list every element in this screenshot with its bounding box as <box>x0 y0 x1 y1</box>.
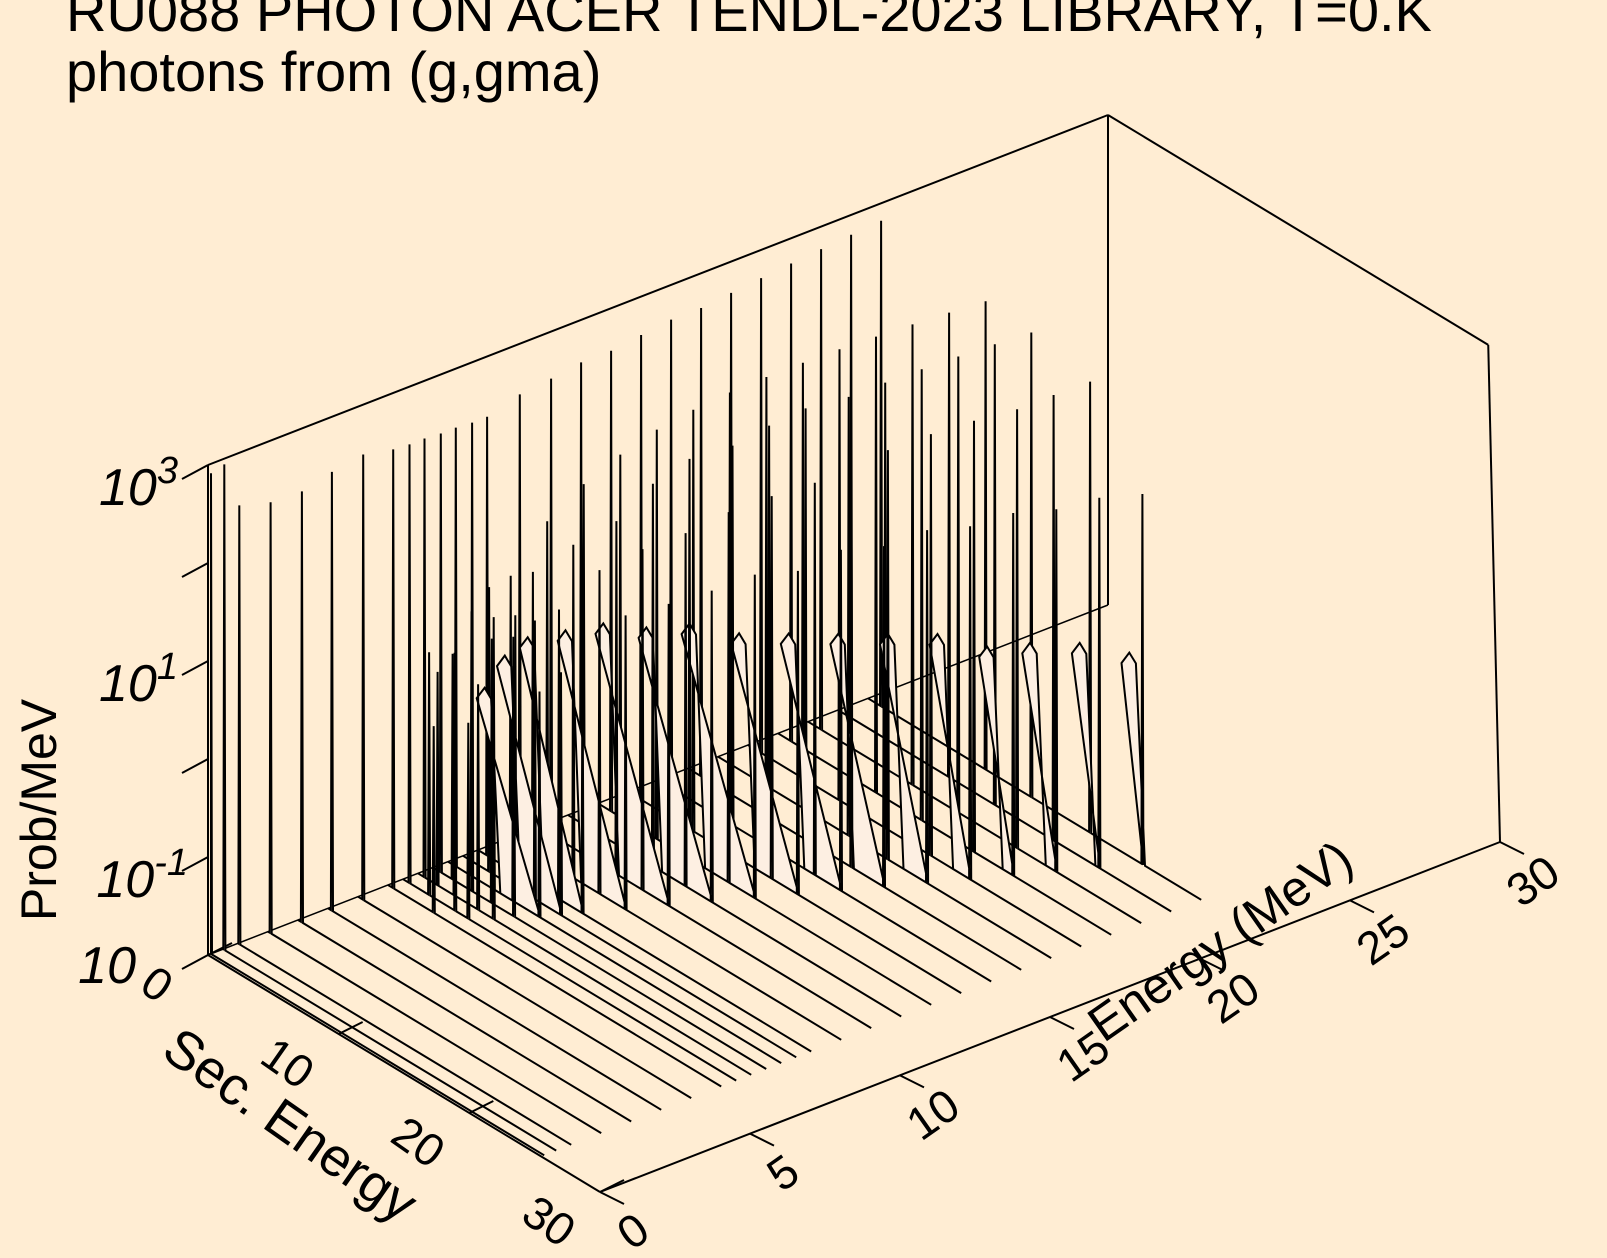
z-tick-label: 103 <box>99 450 178 517</box>
energy-tick <box>1199 957 1225 972</box>
curve-energy-slice <box>237 505 572 1146</box>
chart-title-line-2: photons from (g,gma) <box>66 40 602 103</box>
curve-fill <box>838 234 1172 912</box>
sec-energy-axis-line <box>207 954 601 1193</box>
curve-energy-slice <box>327 471 662 1111</box>
z-tick <box>181 660 209 676</box>
curve-energy-slice <box>267 502 602 1134</box>
curve-fill <box>448 427 782 1064</box>
curve-line <box>747 278 1082 948</box>
curve-line <box>327 471 662 1111</box>
curve-line <box>222 464 557 1152</box>
curve-energy-slice <box>417 438 752 1076</box>
curve-energy-slice <box>747 278 1082 948</box>
curve-energy-slice <box>222 464 557 1152</box>
curve-energy-slice <box>402 444 737 1082</box>
z-tick <box>181 856 209 872</box>
energy-tick <box>1349 899 1375 914</box>
z-tick <box>181 954 209 970</box>
z-tick <box>181 758 209 774</box>
energy-tick <box>599 1191 625 1205</box>
sec-energy-tick-label: 0 <box>132 955 183 1012</box>
curve-energy-slice <box>210 473 545 1157</box>
energy-tick-label: 5 <box>757 1144 808 1201</box>
sec-energy-tick <box>468 1100 494 1114</box>
curve-line <box>402 444 737 1082</box>
curve-line <box>210 473 545 1157</box>
axes-frame <box>181 114 1525 1205</box>
curve-line <box>777 263 1112 936</box>
curve-energy-slice <box>357 454 692 1099</box>
waterfall-curves <box>210 220 1202 1157</box>
curve-fill <box>463 422 797 1058</box>
sec-energy-tick-label: 30 <box>513 1185 585 1257</box>
z-tick-label: 10 <box>78 937 136 995</box>
right-wall-top-edge <box>1107 114 1489 346</box>
curve-line <box>417 438 752 1076</box>
curve-fill <box>688 308 1022 970</box>
energy-tick-label: 30 <box>1497 845 1569 917</box>
sec-energy-tick <box>338 1021 364 1035</box>
curve-line <box>387 449 722 1088</box>
back-wall-top-edge <box>207 114 1109 466</box>
curve-line <box>297 491 632 1123</box>
z-tick-label: 10-1 <box>96 842 188 909</box>
curve-fill <box>508 394 842 1040</box>
curve-energy-slice <box>297 491 632 1123</box>
energy-tick <box>749 1132 775 1147</box>
curve-energy-slice <box>867 220 1202 901</box>
energy-tick-label: 0 <box>607 1202 658 1258</box>
energy-tick-label: 10 <box>897 1078 969 1150</box>
z-tick <box>181 562 209 578</box>
curve-energy-slice <box>777 263 1112 936</box>
curve-line <box>237 505 572 1146</box>
curve-fill <box>658 319 992 982</box>
curve-line <box>432 433 767 1070</box>
curve-line <box>267 502 602 1134</box>
energy-tick <box>899 1074 925 1089</box>
chart-title-line-1: RU088 PHOTON ACER TENDL-2023 LIBRARY, T=… <box>66 0 1432 43</box>
right-wall-front-edge <box>1487 344 1501 843</box>
z-tick <box>181 464 209 480</box>
z-axis-title: Prob/MeV <box>11 698 67 921</box>
curve-line <box>867 220 1202 901</box>
energy-tick <box>1049 1016 1075 1030</box>
z-tick-label: 101 <box>99 646 178 713</box>
energy-tick-label: 25 <box>1347 903 1419 975</box>
sec-energy-tick <box>599 1179 625 1193</box>
curve-energy-slice <box>432 433 767 1070</box>
curve-energy-slice <box>387 449 722 1088</box>
energy-tick <box>1499 841 1525 855</box>
curve-line <box>357 454 692 1099</box>
curve-fill <box>538 378 872 1029</box>
